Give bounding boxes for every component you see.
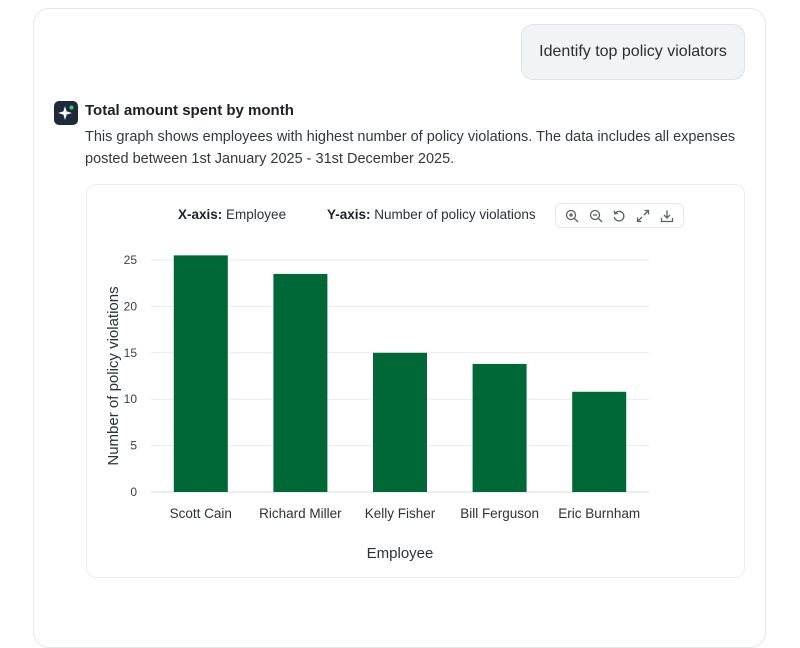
reset-button[interactable] xyxy=(610,207,628,225)
answer-description: This graph shows employees with highest … xyxy=(85,129,736,167)
x-tick-label: Eric Burnham xyxy=(558,506,640,521)
download-icon xyxy=(660,210,674,222)
y-axis-legend: Y-axis: Number of policy violations xyxy=(327,207,536,222)
answer-title: Total amount spent by month xyxy=(85,102,294,119)
bar-chart: 0 5 10 15 20 25 Scott Cain Richard Miller Kelly … xyxy=(105,253,649,562)
bar xyxy=(572,391,627,492)
y-tick-label: 15 xyxy=(124,346,138,360)
expand-icon xyxy=(637,209,650,222)
y-tick-label: 25 xyxy=(124,253,138,267)
x-axis-label: Employee xyxy=(367,545,434,562)
chart-toolbar xyxy=(555,203,684,228)
y-tick-label: 10 xyxy=(124,392,138,406)
bar xyxy=(273,273,328,492)
x-axis-legend-value: Employee xyxy=(226,207,287,222)
y-axis-legend-value: Number of policy violations xyxy=(374,207,536,222)
user-message-bubble: Identify top policy violators xyxy=(521,24,745,80)
download-button[interactable] xyxy=(658,207,676,225)
x-tick-label: Richard Miller xyxy=(259,506,342,521)
user-message-text: Identify top policy violators xyxy=(539,43,727,60)
zoom-in-button[interactable] xyxy=(563,207,581,225)
y-tick-label: 5 xyxy=(130,439,137,453)
y-tick-label: 0 xyxy=(130,485,137,499)
y-axis-label: Number of policy violations xyxy=(105,286,122,465)
zoom-out-button[interactable] xyxy=(587,207,605,225)
bar xyxy=(373,352,427,492)
ai-assistant-icon xyxy=(54,101,78,125)
bar xyxy=(173,255,228,492)
x-tick-label: Kelly Fisher xyxy=(365,506,436,521)
reset-icon xyxy=(614,210,625,222)
y-axis-legend-key: Y-axis: xyxy=(327,207,371,222)
x-tick-label: Scott Cain xyxy=(170,506,232,521)
expand-button[interactable] xyxy=(634,207,652,225)
bar xyxy=(472,363,527,492)
x-axis-legend-key: X-axis: xyxy=(178,207,223,222)
x-tick-label: Bill Ferguson xyxy=(460,506,539,521)
zoom-out-icon xyxy=(589,209,603,222)
zoom-in-icon xyxy=(565,209,579,222)
y-tick-label: 20 xyxy=(124,299,138,313)
x-axis-legend: X-axis: Employee xyxy=(178,207,286,222)
